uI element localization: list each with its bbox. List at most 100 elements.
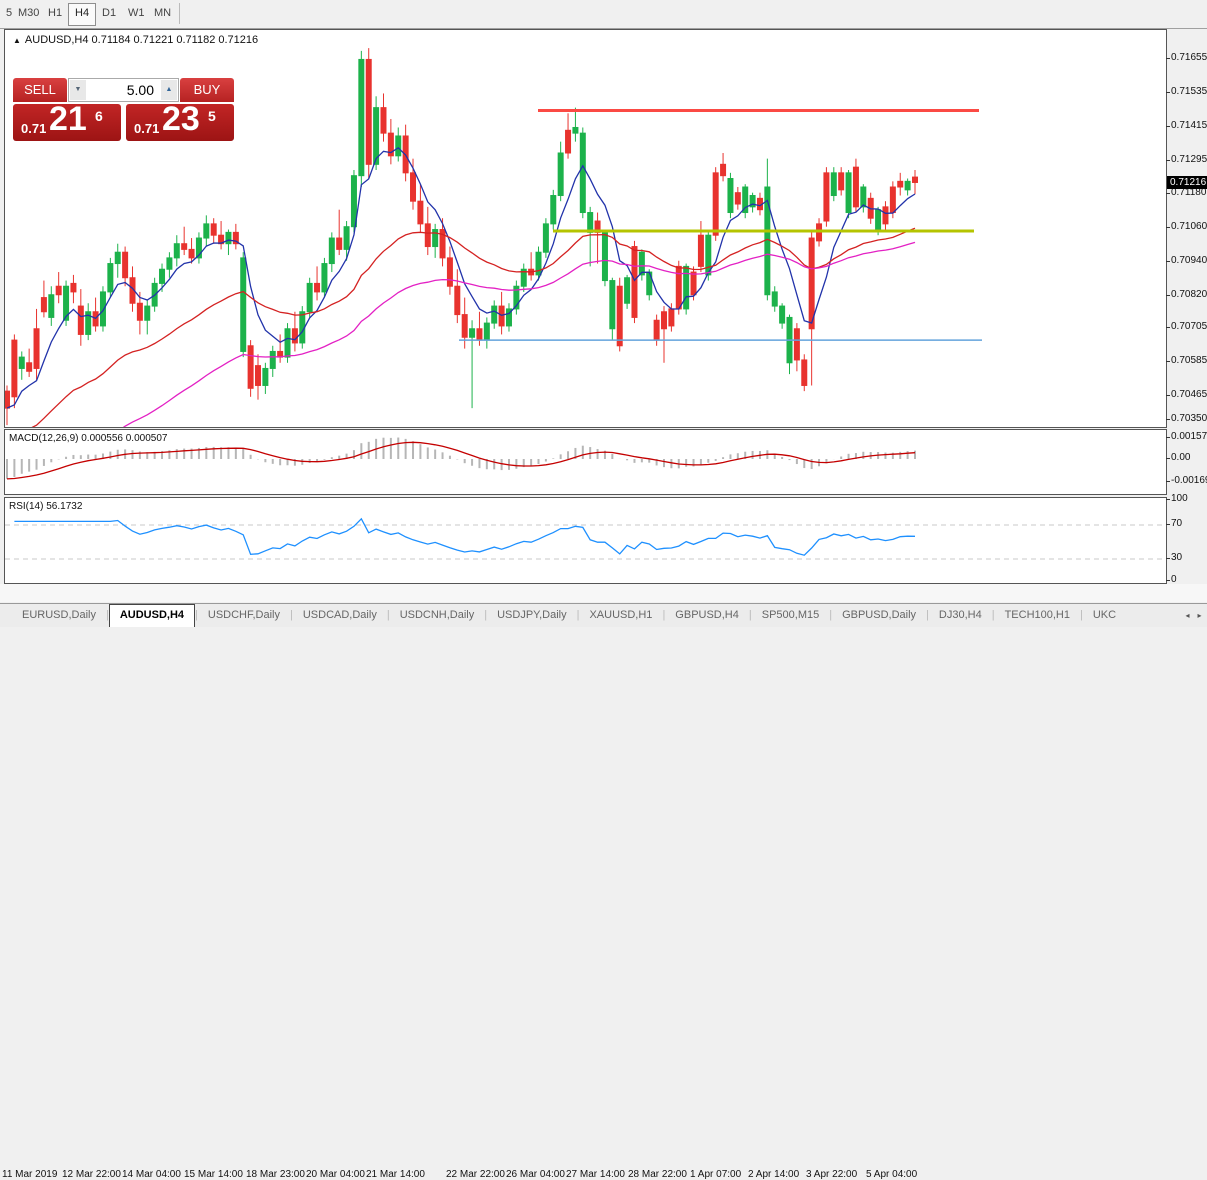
timeframe-button-mn[interactable]: MN xyxy=(154,7,172,19)
tab-separator: | xyxy=(1079,609,1083,621)
axis-label: 0.71535 xyxy=(1171,86,1207,97)
axis-label: 100 xyxy=(1171,493,1188,504)
axis-tick xyxy=(1166,58,1170,59)
main-chart-panel: ▲ AUDUSD,H4 0.71184 0.71221 0.71182 0.712… xyxy=(4,29,1167,428)
axis-tick xyxy=(1166,261,1170,262)
axis-label: -0.001692 xyxy=(1171,475,1207,486)
timeframe-button-h4[interactable]: H4 xyxy=(68,3,97,26)
tab-separator: | xyxy=(484,609,488,621)
chart-tab-bar: EURUSD,Daily | AUDUSD,H4 | USDCHF,Daily | USDC… xyxy=(0,603,1207,627)
macd-panel: MACD(12,26,9) 0.000556 0.000507 xyxy=(4,429,1167,495)
axis-tick xyxy=(1166,126,1170,127)
timeframe-button-5[interactable]: 5 xyxy=(6,7,13,19)
axis-tick xyxy=(1166,395,1170,396)
date-label: 3 Apr 22:00 xyxy=(806,1169,858,1180)
bid-quote-button[interactable]: 0.71 21 6 xyxy=(13,100,121,141)
tab-eurusd-daily[interactable]: EURUSD,Daily xyxy=(22,609,96,621)
date-label: 12 Mar 22:00 xyxy=(62,1169,121,1180)
bid-price-big: 21 xyxy=(49,100,87,138)
date-label: 26 Mar 04:00 xyxy=(506,1169,565,1180)
axis-label: 0.001579 xyxy=(1171,431,1207,442)
date-label: 21 Mar 14:00 xyxy=(366,1169,425,1180)
bid-price-pipette: 6 xyxy=(95,108,103,124)
one-click-trading-panel: SELL ▼ 5.00 ▲ BUY 0.71 21 6 0.71 23 5 xyxy=(13,78,234,141)
volume-increase-icon[interactable]: ▲ xyxy=(161,80,177,100)
date-label: 18 Mar 23:00 xyxy=(246,1169,305,1180)
current-price-tag: 0.71216 xyxy=(1167,176,1207,189)
axis-tick xyxy=(1166,437,1170,438)
tab-scroll-right-icon[interactable]: ▸ xyxy=(1197,611,1202,620)
ask-price-pipette: 5 xyxy=(208,108,216,124)
tab-ukc[interactable]: UKC xyxy=(1092,609,1117,621)
tab-sp500-m15[interactable]: SP500,M15 xyxy=(761,609,820,621)
axis-label: 0.70940 xyxy=(1171,255,1207,266)
symbol-ohlc-line: ▲ AUDUSD,H4 0.71184 0.71221 0.71182 0.712… xyxy=(13,34,258,46)
tab-separator: | xyxy=(105,609,109,621)
axis-label: 0.70465 xyxy=(1171,389,1207,400)
volume-input[interactable]: 5.00 xyxy=(126,82,154,98)
tab-tech100-h1[interactable]: TECH100,H1 xyxy=(1004,609,1070,621)
rsi-chart xyxy=(5,517,1166,560)
axis-label: 0.70350 xyxy=(1171,413,1207,424)
date-label: 11 Mar 2019 xyxy=(2,1169,58,1180)
date-label: 22 Mar 22:00 xyxy=(446,1169,505,1180)
axis-label: 0 xyxy=(1171,574,1177,585)
tab-dj30-h4[interactable]: DJ30,H4 xyxy=(938,609,982,621)
mt4-window: { "toolbar": { "timeframes": [ {"label":… xyxy=(0,3,1207,1180)
tab-usdchf-daily[interactable]: USDCHF,Daily xyxy=(207,609,280,621)
ask-quote-button[interactable]: 0.71 23 5 xyxy=(126,100,234,141)
axis-label: 0.71060 xyxy=(1171,221,1207,232)
tab-usdcnh-daily[interactable]: USDCNH,Daily xyxy=(399,609,475,621)
axis-label: 30 xyxy=(1171,552,1183,563)
axis-tick xyxy=(1166,558,1170,559)
date-label: 27 Mar 14:00 xyxy=(566,1169,625,1180)
macd-label: MACD(12,26,9) 0.000556 0.000507 xyxy=(9,433,168,444)
toolbar-separator xyxy=(179,3,180,24)
axis-tick xyxy=(1166,361,1170,362)
tab-separator: | xyxy=(290,609,293,621)
tab-gbpusd-daily[interactable]: GBPUSD,Daily xyxy=(842,609,917,621)
date-label: 5 Apr 04:00 xyxy=(866,1169,918,1180)
axis-tick xyxy=(1166,419,1170,420)
tab-separator: | xyxy=(195,609,198,621)
axis-tick xyxy=(1166,295,1170,296)
axis-tick xyxy=(1166,227,1170,228)
date-label: 2 Apr 14:00 xyxy=(748,1169,800,1180)
volume-decrease-icon[interactable]: ▼ xyxy=(70,80,86,100)
axis-label: 0.70585 xyxy=(1171,355,1207,366)
axis-tick xyxy=(1166,499,1170,500)
date-label: 14 Mar 04:00 xyxy=(122,1169,181,1180)
tab-separator: | xyxy=(926,609,929,621)
timeframe-button-m30[interactable]: M30 xyxy=(18,7,40,19)
timeframe-button-w1[interactable]: W1 xyxy=(128,7,145,19)
tab-separator: | xyxy=(386,609,390,621)
tab-usdcad-daily[interactable]: USDCAD,Daily xyxy=(302,609,377,621)
tab-gbpusd-h4[interactable]: GBPUSD,H4 xyxy=(675,609,739,621)
date-label: 28 Mar 22:00 xyxy=(628,1169,687,1180)
rsi-label: RSI(14) 56.1732 xyxy=(9,501,83,512)
axis-label: 0.00 xyxy=(1171,452,1191,463)
axis-tick xyxy=(1166,193,1170,194)
axis-tick xyxy=(1166,160,1170,161)
candlestick-chart xyxy=(5,48,982,427)
date-label: 1 Apr 07:00 xyxy=(690,1169,742,1180)
rsi-panel: RSI(14) 56.1732 xyxy=(4,497,1167,584)
tab-usdjpy-daily[interactable]: USDJPY,Daily xyxy=(497,609,567,621)
axis-label: 0.71295 xyxy=(1171,154,1207,165)
buy-button[interactable]: BUY xyxy=(180,78,234,102)
tab-xauusd-h1[interactable]: XAUUSD,H1 xyxy=(589,609,653,621)
timeframe-button-h1[interactable]: H1 xyxy=(48,7,63,19)
axis-tick xyxy=(1166,524,1170,525)
collapse-panel-icon[interactable]: ▲ xyxy=(13,36,21,45)
timeframe-button-d1[interactable]: D1 xyxy=(102,7,117,19)
tab-separator: | xyxy=(991,609,995,621)
time-axis: 11 Mar 2019 12 Mar 22:00 14 Mar 04:00 15 Ma… xyxy=(0,584,1207,1180)
symbol-ohlc-text: AUDUSD,H4 0.71184 0.71221 0.71182 0.7121… xyxy=(24,34,259,46)
axis-tick xyxy=(1166,458,1170,459)
tab-separator: | xyxy=(748,609,752,621)
sell-button[interactable]: SELL xyxy=(13,78,67,102)
tab-audusd-h4[interactable]: AUDUSD,H4 xyxy=(108,604,196,627)
bid-price-prefix: 0.71 xyxy=(21,121,47,136)
axis-label: 0.71655 xyxy=(1171,52,1207,63)
tab-scroll-left-icon[interactable]: ◂ xyxy=(1185,611,1190,620)
